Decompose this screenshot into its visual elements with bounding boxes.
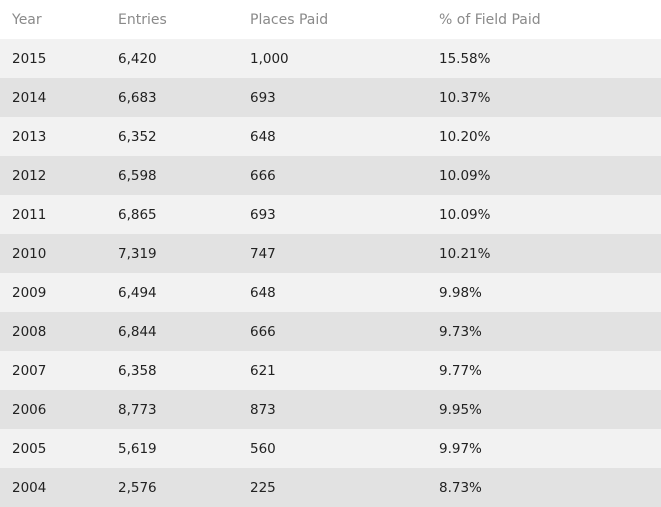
table-row: 2006 8,773 873 9.95%: [0, 390, 661, 429]
table-row: 2009 6,494 648 9.98%: [0, 273, 661, 312]
cell-year: 2012: [0, 156, 106, 195]
cell-year: 2015: [0, 39, 106, 78]
cell-year: 2007: [0, 351, 106, 390]
table-row: 2010 7,319 747 10.21%: [0, 234, 661, 273]
cell-percent-field-paid: 10.09%: [427, 195, 661, 234]
table-row: 2008 6,844 666 9.73%: [0, 312, 661, 351]
cell-entries: 7,319: [106, 234, 238, 273]
cell-percent-field-paid: 9.97%: [427, 429, 661, 468]
cell-year: 2014: [0, 78, 106, 117]
cell-entries: 6,865: [106, 195, 238, 234]
cell-percent-field-paid: 10.20%: [427, 117, 661, 156]
cell-places-paid: 666: [238, 156, 427, 195]
cell-year: 2005: [0, 429, 106, 468]
table-row: 2012 6,598 666 10.09%: [0, 156, 661, 195]
cell-places-paid: 873: [238, 390, 427, 429]
cell-percent-field-paid: 9.98%: [427, 273, 661, 312]
cell-year: 2004: [0, 468, 106, 507]
cell-year: 2011: [0, 195, 106, 234]
cell-percent-field-paid: 15.58%: [427, 39, 661, 78]
cell-year: 2008: [0, 312, 106, 351]
cell-percent-field-paid: 10.21%: [427, 234, 661, 273]
header-row: Year Entries Places Paid % of Field Paid: [0, 0, 661, 39]
cell-percent-field-paid: 9.73%: [427, 312, 661, 351]
header-year: Year: [0, 0, 106, 39]
cell-places-paid: 747: [238, 234, 427, 273]
cell-entries: 5,619: [106, 429, 238, 468]
header-entries: Entries: [106, 0, 238, 39]
cell-places-paid: 225: [238, 468, 427, 507]
cell-places-paid: 693: [238, 78, 427, 117]
cell-entries: 8,773: [106, 390, 238, 429]
table-body: 2015 6,420 1,000 15.58% 2014 6,683 693 1…: [0, 39, 661, 507]
table-row: 2007 6,358 621 9.77%: [0, 351, 661, 390]
cell-entries: 6,358: [106, 351, 238, 390]
cell-places-paid: 648: [238, 117, 427, 156]
cell-entries: 6,598: [106, 156, 238, 195]
cell-entries: 6,420: [106, 39, 238, 78]
table-row: 2005 5,619 560 9.97%: [0, 429, 661, 468]
cell-percent-field-paid: 10.37%: [427, 78, 661, 117]
cell-year: 2013: [0, 117, 106, 156]
cell-places-paid: 666: [238, 312, 427, 351]
cell-percent-field-paid: 9.95%: [427, 390, 661, 429]
cell-year: 2010: [0, 234, 106, 273]
cell-year: 2006: [0, 390, 106, 429]
table-row: 2015 6,420 1,000 15.58%: [0, 39, 661, 78]
cell-entries: 6,494: [106, 273, 238, 312]
cell-entries: 6,683: [106, 78, 238, 117]
header-places-paid: Places Paid: [238, 0, 427, 39]
cell-entries: 6,352: [106, 117, 238, 156]
table-header: Year Entries Places Paid % of Field Paid: [0, 0, 661, 39]
table-row: 2013 6,352 648 10.20%: [0, 117, 661, 156]
table-row: 2014 6,683 693 10.37%: [0, 78, 661, 117]
cell-percent-field-paid: 9.77%: [427, 351, 661, 390]
cell-year: 2009: [0, 273, 106, 312]
cell-entries: 6,844: [106, 312, 238, 351]
cell-entries: 2,576: [106, 468, 238, 507]
table-row: 2004 2,576 225 8.73%: [0, 468, 661, 507]
cell-percent-field-paid: 10.09%: [427, 156, 661, 195]
table-row: 2011 6,865 693 10.09%: [0, 195, 661, 234]
cell-places-paid: 648: [238, 273, 427, 312]
cell-percent-field-paid: 8.73%: [427, 468, 661, 507]
cell-places-paid: 1,000: [238, 39, 427, 78]
cell-places-paid: 693: [238, 195, 427, 234]
cell-places-paid: 621: [238, 351, 427, 390]
cell-places-paid: 560: [238, 429, 427, 468]
header-percent-field-paid: % of Field Paid: [427, 0, 661, 39]
